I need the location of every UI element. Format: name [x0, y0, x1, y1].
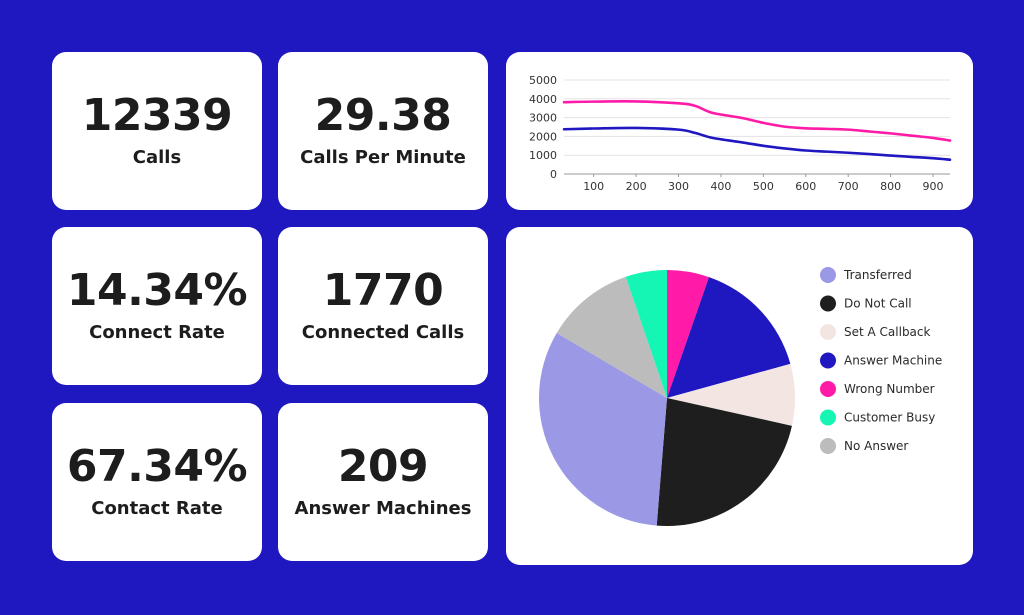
- legend-label: Do Not Call: [844, 297, 912, 311]
- pie-slice-do-not-call: [656, 398, 792, 526]
- stat-card-calls-per-minute: 29.38 Calls Per Minute: [278, 52, 488, 210]
- line-series-2: [562, 126, 952, 162]
- legend-swatch: [820, 295, 836, 312]
- x-tick-label: 500: [753, 180, 774, 193]
- pie-chart-card: Transferred Do Not Call Set A Callback Answ…: [506, 227, 973, 565]
- x-tick-label: 400: [710, 180, 731, 193]
- line-chart-card: 0 1000 2000 3000 4000 5000 100 200 300 400 500 600 7…: [506, 52, 973, 210]
- legend-label: Wrong Number: [844, 382, 935, 396]
- x-tick-label: 300: [668, 180, 689, 193]
- pie-slice-customer-busy: [625, 270, 667, 398]
- stat-label: Connect Rate: [89, 322, 225, 343]
- stat-value: 209: [337, 441, 429, 492]
- legend-swatch: [820, 409, 836, 426]
- stat-card-answer-machines: 209 Answer Machines: [278, 403, 488, 561]
- line-series-1: [562, 100, 952, 142]
- legend-label: Transferred: [843, 268, 912, 282]
- stat-card-connected-calls: 1770 Connected Calls: [278, 227, 488, 385]
- y-tick-label: 1000: [529, 149, 557, 162]
- legend-swatch: [820, 267, 836, 283]
- stat-label: Contact Rate: [91, 498, 223, 519]
- y-tick-label: 2000: [529, 130, 557, 143]
- legend-label: Set A Callback: [844, 325, 931, 339]
- stat-label: Calls: [132, 147, 182, 168]
- y-tick-label: 3000: [529, 112, 557, 125]
- y-tick-label: 4000: [529, 93, 557, 106]
- stat-label: Connected Calls: [301, 322, 465, 343]
- stat-value: 29.38: [314, 90, 452, 141]
- legend-swatch: [820, 352, 836, 369]
- stat-value: 14.34%: [66, 265, 248, 316]
- stat-value: 12339: [81, 90, 233, 141]
- x-tick-label: 600: [795, 180, 816, 193]
- legend-swatch: [820, 438, 836, 454]
- y-tick-label: 5000: [529, 74, 557, 87]
- pie-slice-answer-machine: [667, 277, 791, 398]
- stat-card-calls: 12339 Calls: [52, 52, 262, 210]
- legend-label: Customer Busy: [844, 411, 935, 425]
- stat-value: 67.34%: [66, 441, 248, 492]
- x-tick-label: 800: [880, 180, 901, 193]
- line-chart: 0 1000 2000 3000 4000 5000 100 200 300 400 500 600 7…: [529, 74, 952, 193]
- pie-slice-set-a-callback: [667, 363, 795, 426]
- stat-label: Calls Per Minute: [300, 147, 466, 168]
- y-tick-label: 0: [550, 168, 557, 181]
- x-tick-label: 900: [923, 180, 944, 193]
- legend-label: No Answer: [844, 439, 908, 453]
- x-tick-label: 200: [626, 180, 647, 193]
- legend-swatch: [820, 381, 836, 397]
- stat-card-connect-rate: 14.34% Connect Rate: [52, 227, 262, 385]
- legend-swatch: [820, 324, 836, 340]
- x-tick-label: 700: [838, 180, 859, 193]
- pie-slice-no-answer: [556, 276, 667, 398]
- pie-slice-transferred: [539, 333, 667, 526]
- pie-chart: Transferred Do Not Call Set A Callback Answ…: [539, 267, 942, 526]
- stat-value: 1770: [322, 265, 444, 316]
- x-tick-label: 100: [583, 180, 604, 193]
- stat-label: Answer Machines: [294, 498, 472, 519]
- stat-card-contact-rate: 67.34% Contact Rate: [52, 403, 262, 561]
- pie-slice-wrong-number: [667, 270, 709, 398]
- legend-label: Answer Machine: [844, 354, 942, 368]
